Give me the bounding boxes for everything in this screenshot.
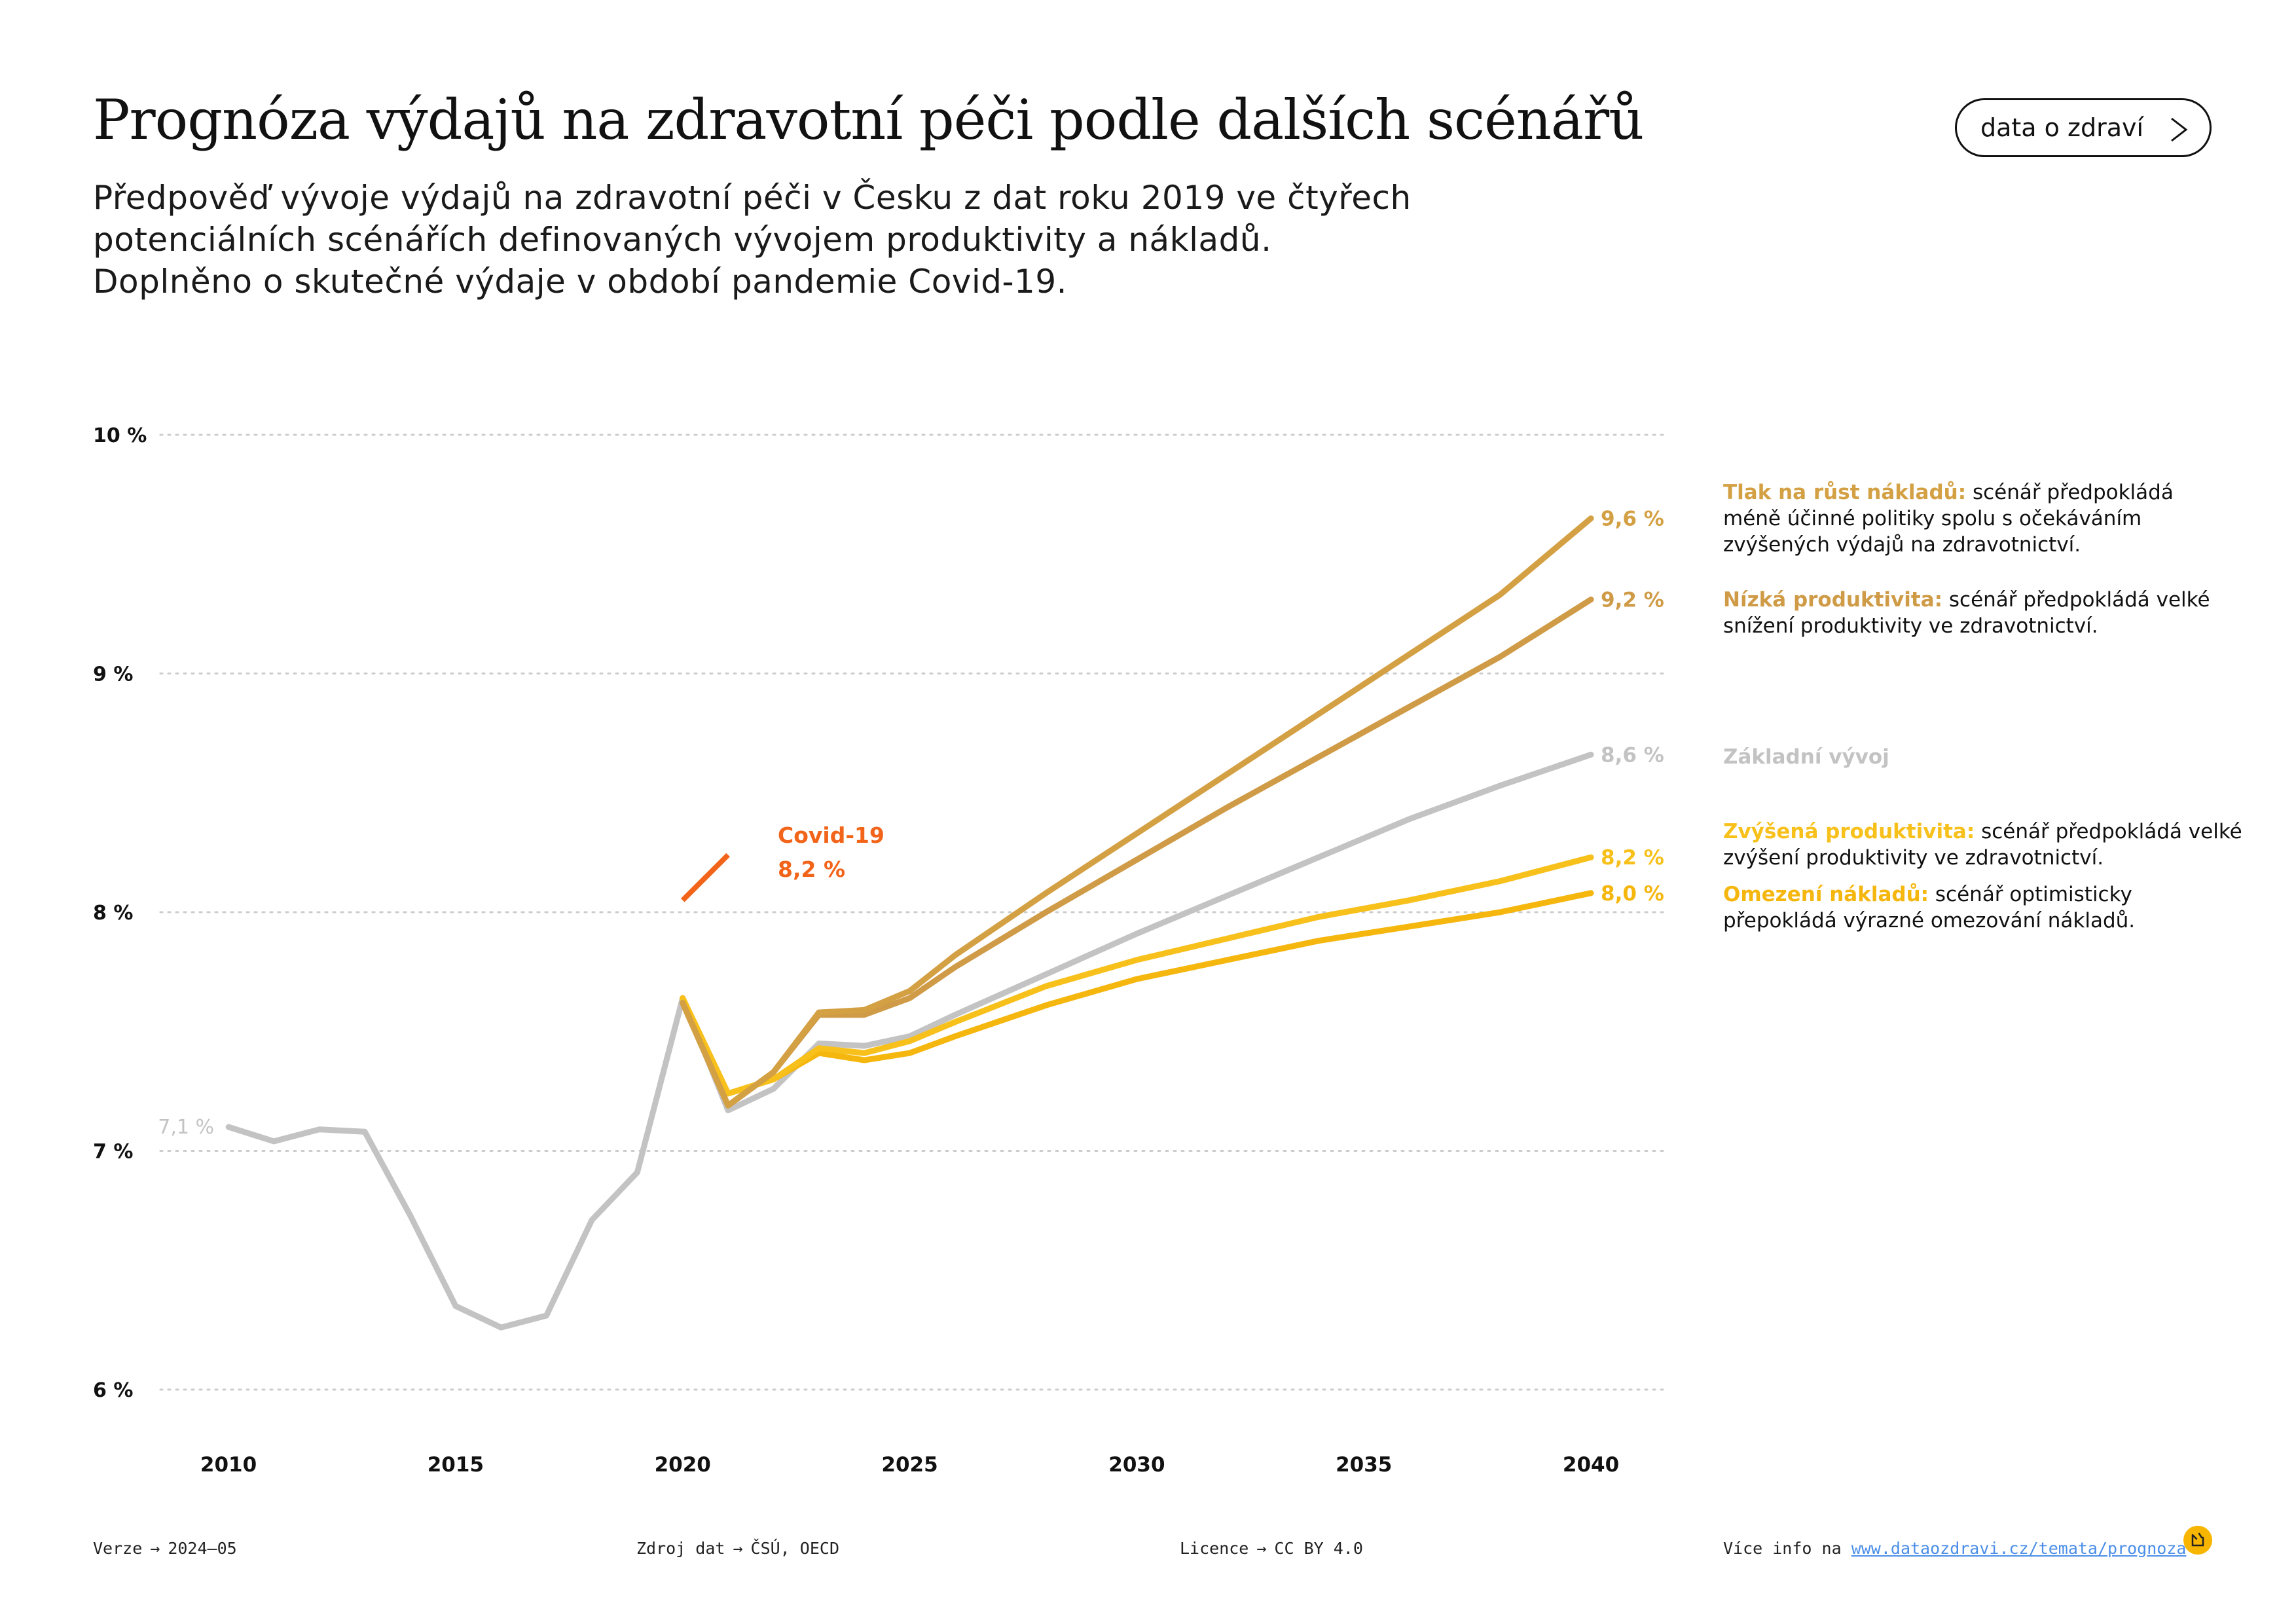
legend-text-nizka: Nízká produktivita: scénář předpokládá v… xyxy=(1723,588,2210,612)
series-line-history xyxy=(225,995,731,1331)
x-tick-label: 2025 xyxy=(881,1453,938,1477)
end-label-zakladni: 8,6 % xyxy=(1601,743,1664,767)
page-subtitle: Předpověď vývoje výdajů na zdravotní péč… xyxy=(93,177,1599,303)
subtitle-line: potenciálních scénářích definovaných výv… xyxy=(93,221,1272,259)
legend-text-tlak: méně účinné politiky spolu s očekáváním xyxy=(1723,507,2141,530)
logo-mark-icon xyxy=(2191,1532,2204,1547)
legend-text-zvysena: Zvýšená produktivita: scénář předpokládá… xyxy=(1723,820,2242,843)
covid-value-label: 8,2 % xyxy=(778,857,845,882)
x-tick-label: 2035 xyxy=(1336,1453,1392,1477)
legend-text-zvysena: zvýšení produktivity ve zdravotnictví. xyxy=(1723,846,2104,870)
covid-label: Covid-19 xyxy=(778,822,884,848)
footer-source-label: Zdroj dat xyxy=(636,1539,725,1558)
footer-license-label: Licence xyxy=(1180,1539,1249,1558)
y-tick-label: 6 % xyxy=(93,1379,133,1402)
series-line-zakladni xyxy=(680,751,1594,1113)
footer-version: Verze → 2024–05 xyxy=(93,1539,237,1558)
series-line-zvysena xyxy=(680,854,1594,1097)
y-tick-label: 8 % xyxy=(93,902,133,925)
legend-text-nizka: snížení produktivity ve zdravotnictví. xyxy=(1723,614,2098,638)
footer-source: Zdroj dat → ČSÚ, OECD xyxy=(636,1539,839,1558)
legend-text-zakladni: Základní vývoj xyxy=(1723,745,1889,769)
data-o-zdravi-label: data o zdraví xyxy=(1980,113,2144,142)
legend-text-tlak: zvýšených výdajů na zdravotnictví. xyxy=(1723,533,2081,557)
x-tick-label: 2015 xyxy=(428,1453,484,1477)
footer-more-link[interactable]: www.dataozdravi.cz/temata/prognoza xyxy=(1851,1539,2187,1558)
logo-badge-icon xyxy=(2183,1526,2212,1555)
footer-version-value: 2024–05 xyxy=(168,1539,237,1558)
series-line-tlak xyxy=(680,515,1594,1109)
legend-text-tlak: Tlak na růst nákladů: scénář předpokládá xyxy=(1723,481,2174,504)
footer-source-value: ČSÚ, OECD xyxy=(750,1539,839,1558)
legend-text-omezeni: přepokládá výrazné omezování nákladů. xyxy=(1723,909,2135,932)
end-label-zvysena: 8,2 % xyxy=(1601,846,1664,870)
history-start-label: 7,1 % xyxy=(158,1116,214,1139)
data-o-zdravi-button[interactable]: data o zdraví xyxy=(1955,98,2212,157)
x-tick-label: 2030 xyxy=(1108,1453,1165,1477)
end-label-nizka: 9,2 % xyxy=(1601,589,1664,612)
series-line-nizka xyxy=(680,597,1594,1109)
end-label-tlak: 9,6 % xyxy=(1601,507,1664,531)
footer-more-label: Více info na xyxy=(1723,1539,1842,1558)
forecast-line-chart: 6 % 7 % 8 % 9 % 10 % 2010 2015 2020 2025 2030 2035… xyxy=(93,424,2242,1477)
footer-license: Licence → CC BY 4.0 xyxy=(1180,1539,1363,1558)
y-tick-label: 10 % xyxy=(93,424,147,447)
legend-text-omezeni: Omezení nákladů: scénář optimisticky xyxy=(1723,883,2132,906)
footer-version-label: Verze xyxy=(93,1539,143,1558)
x-tick-label: 2020 xyxy=(655,1453,711,1477)
end-label-omezeni: 8,0 % xyxy=(1601,882,1664,906)
chevron-right-icon xyxy=(2171,117,2188,142)
series-line-omezeni xyxy=(680,890,1594,1097)
series-line-covid xyxy=(680,853,730,902)
y-tick-label: 7 % xyxy=(93,1141,133,1164)
footer-more-info: Více info na www.dataozdravi.cz/temata/p… xyxy=(1723,1539,2186,1558)
arrow-right-icon: → xyxy=(150,1539,160,1558)
x-tick-label: 2040 xyxy=(1563,1453,1619,1477)
y-tick-label: 9 % xyxy=(93,663,133,686)
arrow-right-icon: → xyxy=(1256,1539,1267,1558)
page-title: Prognóza výdajů na zdravotní péči podle … xyxy=(93,88,1644,152)
subtitle-line: Předpověď vývoje výdajů na zdravotní péč… xyxy=(93,179,1412,217)
arrow-right-icon: → xyxy=(733,1539,743,1558)
x-tick-label: 2010 xyxy=(200,1453,257,1477)
subtitle-line: Doplněno o skutečné výdaje v období pand… xyxy=(93,263,1068,301)
footer-license-value: CC BY 4.0 xyxy=(1274,1539,1363,1558)
